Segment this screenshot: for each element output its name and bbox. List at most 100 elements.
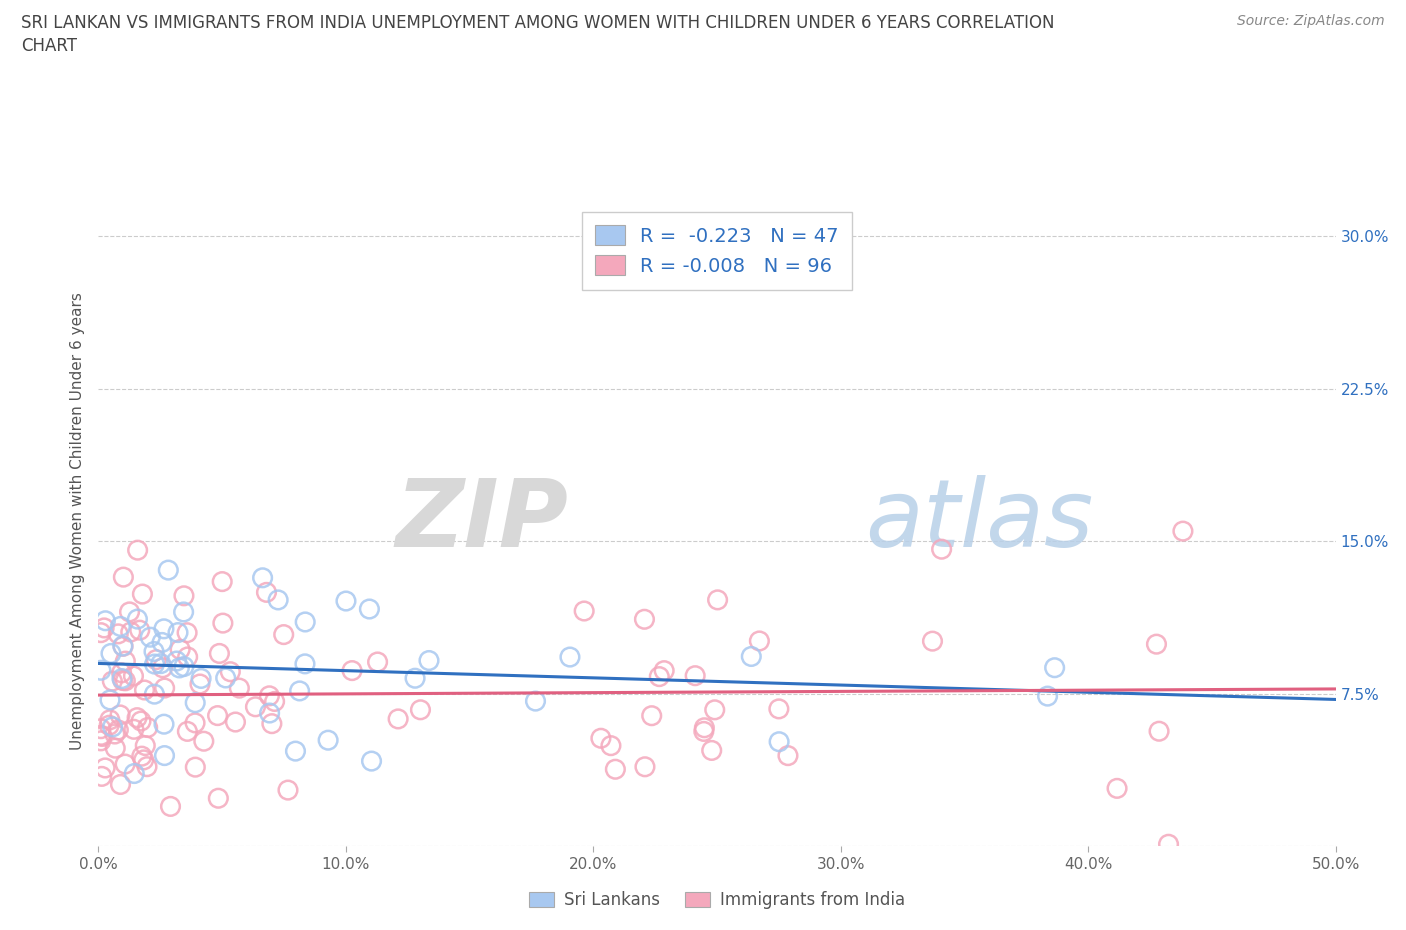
Point <box>94 761 117 776</box>
Point <box>152 660 174 675</box>
Point <box>93 620 115 635</box>
Point <box>1157 837 1180 852</box>
Point <box>245 699 267 714</box>
Point <box>212 616 235 631</box>
Legend: Sri Lankans, Immigrants from India: Sri Lankans, Immigrants from India <box>523 884 911 916</box>
Point <box>260 716 283 731</box>
Point <box>111 673 134 688</box>
Point <box>267 592 290 607</box>
Point <box>122 722 145 737</box>
Point <box>207 708 229 723</box>
Point <box>1036 689 1059 704</box>
Point <box>700 743 723 758</box>
Point <box>127 612 149 627</box>
Point <box>149 657 172 671</box>
Point <box>120 625 142 640</box>
Point <box>98 693 121 708</box>
Point <box>211 574 233 589</box>
Point <box>387 711 409 726</box>
Point <box>131 749 153 764</box>
Point <box>129 713 152 728</box>
Point <box>931 542 953 557</box>
Point <box>169 660 191 675</box>
Point <box>166 654 188 669</box>
Point <box>367 655 389 670</box>
Point <box>173 604 195 619</box>
Point <box>153 748 176 763</box>
Point <box>252 570 274 585</box>
Point <box>921 633 943 648</box>
Point <box>136 720 159 735</box>
Point <box>335 593 357 608</box>
Point <box>173 659 195 674</box>
Point <box>184 760 207 775</box>
Point <box>90 769 112 784</box>
Point <box>143 657 166 671</box>
Point <box>1171 524 1194 538</box>
Point <box>409 702 432 717</box>
Point <box>122 669 145 684</box>
Point <box>100 646 122 661</box>
Point <box>589 731 612 746</box>
Point <box>111 671 134 686</box>
Point <box>184 715 207 730</box>
Point <box>143 644 166 659</box>
Point <box>114 654 136 669</box>
Point <box>94 613 117 628</box>
Point <box>167 625 190 640</box>
Point <box>90 722 112 737</box>
Point <box>90 734 112 749</box>
Point <box>110 665 132 680</box>
Point <box>1105 781 1128 796</box>
Point <box>122 766 145 781</box>
Point <box>1146 637 1168 652</box>
Point <box>219 664 242 679</box>
Point <box>1043 660 1066 675</box>
Text: SRI LANKAN VS IMMIGRANTS FROM INDIA UNEMPLOYMENT AMONG WOMEN WITH CHILDREN UNDER: SRI LANKAN VS IMMIGRANTS FROM INDIA UNEM… <box>21 14 1054 32</box>
Point <box>524 694 547 709</box>
Text: Source: ZipAtlas.com: Source: ZipAtlas.com <box>1237 14 1385 28</box>
Point <box>683 669 706 684</box>
Point <box>134 683 156 698</box>
Point <box>748 633 770 648</box>
Point <box>145 652 167 667</box>
Point <box>294 657 316 671</box>
Point <box>228 681 250 696</box>
Point <box>277 783 299 798</box>
Point <box>605 762 627 777</box>
Point <box>107 723 129 737</box>
Point <box>153 621 176 636</box>
Point <box>1147 724 1170 738</box>
Point <box>340 663 363 678</box>
Point <box>693 724 716 738</box>
Text: atlas: atlas <box>866 475 1094 566</box>
Point <box>259 688 281 703</box>
Point <box>98 718 121 733</box>
Point <box>90 663 112 678</box>
Point <box>150 635 173 650</box>
Point <box>110 777 132 792</box>
Point <box>693 721 716 736</box>
Point <box>208 646 231 661</box>
Point <box>127 543 149 558</box>
Point <box>159 799 181 814</box>
Point <box>169 642 191 657</box>
Point <box>418 653 440 668</box>
Point <box>633 612 655 627</box>
Point <box>112 639 135 654</box>
Point <box>128 623 150 638</box>
Point <box>176 625 198 640</box>
Point <box>101 720 124 735</box>
Text: ZIP: ZIP <box>395 475 568 566</box>
Point <box>404 671 426 685</box>
Point <box>111 639 134 654</box>
Point <box>703 702 725 717</box>
Point <box>273 627 295 642</box>
Point <box>263 694 285 709</box>
Point <box>190 671 212 685</box>
Point <box>768 735 790 750</box>
Point <box>776 749 799 764</box>
Point <box>188 677 211 692</box>
Point <box>572 604 595 618</box>
Point <box>215 671 238 685</box>
